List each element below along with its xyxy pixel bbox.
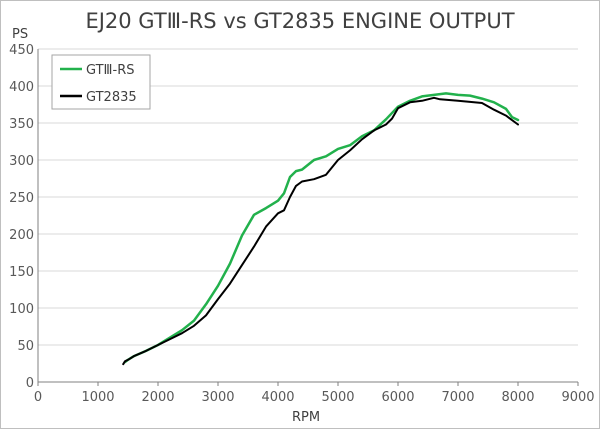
y-tick-label: 200: [9, 228, 34, 243]
x-tick-label: 8000: [501, 390, 534, 405]
tick-labels: 0 50 100 150 200 250 300 350 400 450 0 1000 2000 3000…: [9, 43, 594, 405]
y-tick-label: 300: [9, 154, 34, 169]
y-tick-label: 100: [9, 302, 34, 317]
series-line-gt2835: [122, 96, 519, 366]
y-tick-label: 450: [9, 43, 34, 58]
x-tick-label: 5000: [321, 390, 354, 405]
y-tick-label: 400: [9, 80, 34, 95]
series-lines: [122, 92, 520, 366]
x-tick-label: 1000: [81, 390, 114, 405]
x-tick-label: 0: [34, 390, 42, 405]
x-axis-label: RPM: [292, 410, 320, 425]
y-axis-label: PS: [12, 27, 28, 42]
x-tick-label: 4000: [261, 390, 294, 405]
y-tick-label: 0: [26, 376, 34, 391]
x-tick-label: 6000: [381, 390, 414, 405]
axes: [37, 49, 579, 386]
legend-label-gt2835: GT2835: [86, 90, 137, 105]
x-tick-label: 9000: [561, 390, 594, 405]
x-tick-label: 3000: [201, 390, 234, 405]
x-tick-label: 7000: [441, 390, 474, 405]
chart-title: EJ20 GTⅢ-RS vs GT2835 ENGINE OUTPUT: [85, 9, 514, 33]
legend-label-gt3rs: GTⅢ-RS: [86, 63, 135, 78]
legend-box: [51, 54, 151, 110]
x-tick-label: 2000: [141, 390, 174, 405]
legend: GTⅢ-RS GT2835: [51, 54, 151, 110]
series-line-gt3rs: [123, 92, 520, 364]
y-tick-label: 350: [9, 117, 34, 132]
grid-lines: [38, 48, 578, 346]
y-tick-label: 250: [9, 191, 34, 206]
y-tick-label: 150: [9, 265, 34, 280]
y-tick-label: 50: [17, 339, 34, 354]
